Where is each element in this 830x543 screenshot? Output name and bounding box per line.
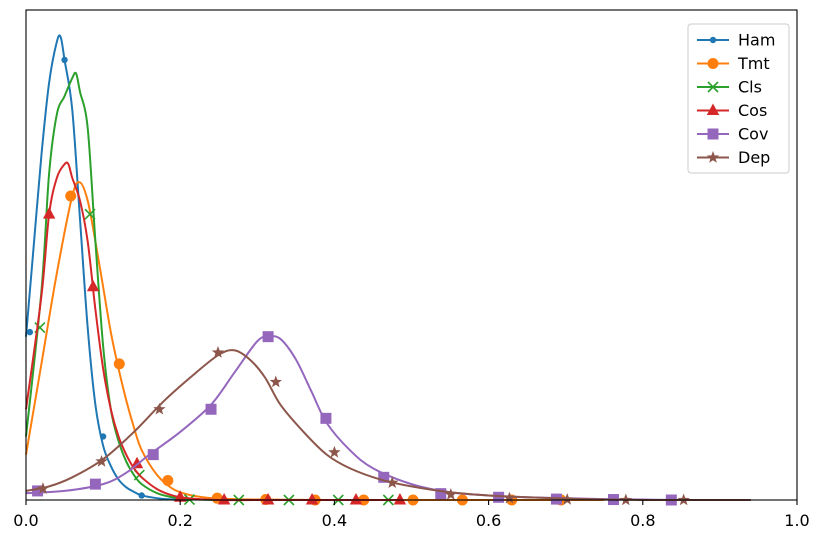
- plot-background: [26, 10, 797, 500]
- data-point-dep: [677, 493, 690, 506]
- data-point-dep: [211, 346, 225, 358]
- data-point-cos: [305, 493, 319, 505]
- data-point-dep: [95, 454, 108, 467]
- data-point-cov: [320, 412, 332, 424]
- legend-label-dep: Dep: [738, 148, 770, 167]
- data-point-cov: [262, 331, 274, 343]
- data-point-tmt: [162, 474, 174, 486]
- series-line-ham: [25, 34, 188, 501]
- data-point-dep: [153, 402, 166, 415]
- data-point-cov: [32, 485, 44, 497]
- data-point-ham: [138, 492, 145, 499]
- data-point-ham: [26, 328, 34, 336]
- legend-marker-tmt: [707, 58, 719, 69]
- x-tick-label: 0.8: [630, 511, 655, 530]
- legend-label-tmt: Tmt: [737, 54, 770, 73]
- data-point-ham: [61, 56, 68, 64]
- legend-marker-cls: [707, 81, 719, 93]
- legend-label-ham: Ham: [738, 31, 775, 50]
- data-point-cos: [393, 493, 407, 505]
- data-point-cos: [130, 456, 144, 469]
- data-point-cls: [84, 208, 96, 220]
- data-point-cov: [493, 491, 505, 503]
- x-tick-label: 1.0: [784, 511, 809, 530]
- data-point-cos: [174, 490, 187, 502]
- data-point-dep: [619, 493, 633, 506]
- data-point-tmt: [65, 190, 77, 202]
- legend-item-cls: Cls: [697, 78, 762, 97]
- data-point-cov: [435, 488, 447, 500]
- legend-label-cls: Cls: [738, 78, 762, 97]
- data-point-dep: [269, 375, 282, 388]
- legend: Ham Tmt Cls Cos Cov Dep: [687, 23, 790, 174]
- x-tick-label: 0.4: [322, 511, 347, 530]
- legend-label-cos: Cos: [738, 101, 767, 120]
- legend-item-ham: Ham: [697, 31, 775, 50]
- legend-marker-cos: [706, 103, 720, 115]
- data-point-cos: [261, 493, 275, 505]
- data-point-dep: [444, 488, 457, 500]
- series-ham: [25, 34, 188, 501]
- data-point-dep: [503, 491, 516, 504]
- legend-item-cos: Cos: [697, 101, 767, 120]
- x-tick-label: 0.2: [167, 511, 192, 530]
- legend-marker-cov: [707, 128, 719, 140]
- data-point-dep: [561, 493, 574, 505]
- x-tick-label: 0.0: [13, 511, 38, 530]
- data-point-cov: [378, 471, 390, 483]
- data-point-cov: [205, 403, 217, 415]
- legend-item-cov: Cov: [697, 125, 768, 144]
- legend-label-cov: Cov: [738, 125, 768, 144]
- data-point-cos: [217, 493, 231, 505]
- data-point-cov: [147, 449, 159, 461]
- data-point-cov: [89, 478, 101, 490]
- axes-layer: 0.0 0.2 0.4 0.6 0.8 1.0: [13, 9, 810, 530]
- data-point-dep: [36, 482, 50, 494]
- data-point-dep: [328, 445, 341, 458]
- x-tick-label: 0.6: [476, 511, 501, 530]
- data-point-tmt: [113, 358, 125, 370]
- data-point-dep: [386, 476, 399, 489]
- data-point-ham: [99, 433, 107, 440]
- legend-item-dep: Dep: [697, 148, 770, 167]
- legend-marker-dep: [706, 151, 720, 163]
- axes-frame: [25, 9, 798, 501]
- data-point-cos: [86, 279, 100, 292]
- data-point-cos: [42, 207, 56, 219]
- data-point-cos: [349, 493, 363, 505]
- legend-marker-ham: [709, 36, 717, 44]
- legend-item-tmt: Tmt: [697, 54, 770, 73]
